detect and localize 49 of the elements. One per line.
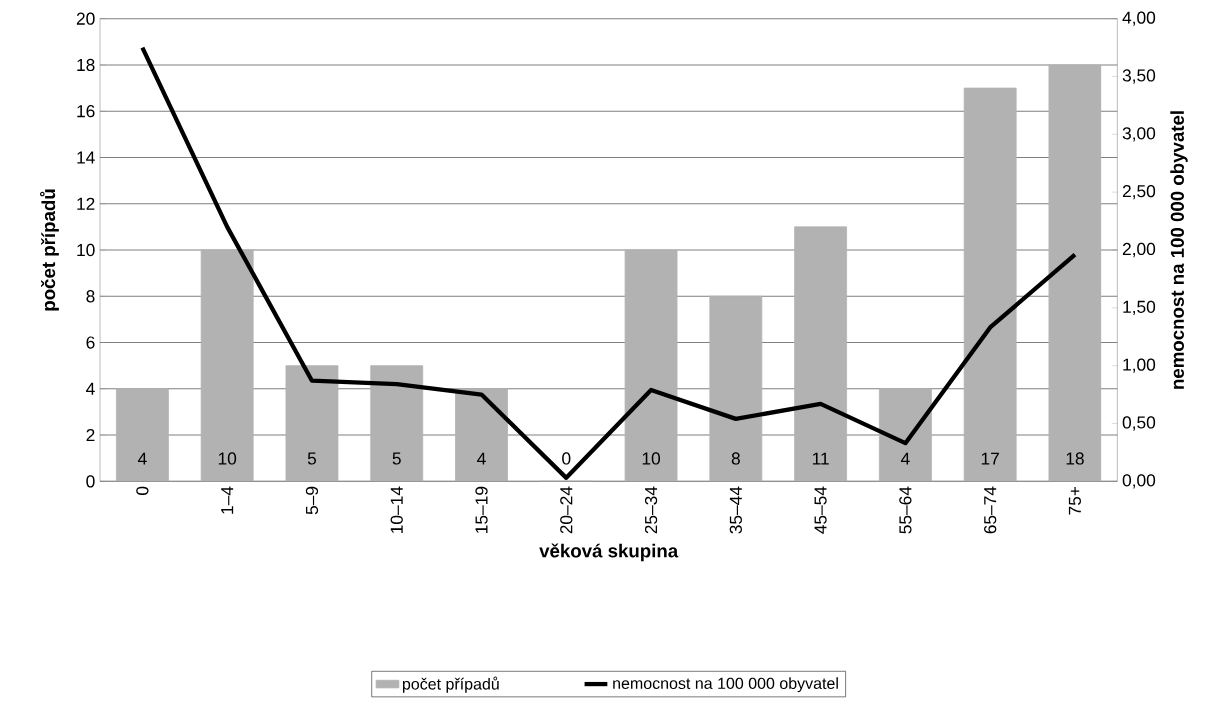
y2-tick-label: 4,00 [1122, 11, 1156, 26]
x-tick-label: 0 [136, 486, 149, 496]
y2-tick-label: 3,50 [1122, 69, 1156, 84]
data-label: 4 [477, 452, 486, 465]
y-tick-label: 10 [77, 244, 95, 257]
y-tick-label: 4 [86, 383, 95, 395]
y2-tick-label: 1,00 [1123, 358, 1156, 373]
x-tick-label: 5–9 [305, 487, 319, 515]
y2-tick-label: 0,00 [1122, 474, 1156, 489]
data-label: 4 [137, 452, 147, 465]
y-tick-label: 14 [77, 151, 95, 164]
data-label: 17 [981, 452, 999, 465]
y2-tick-label: 3,00 [1122, 127, 1156, 142]
y-axis-title: počet případů [40, 189, 59, 311]
data-label: 0 [562, 452, 571, 465]
y2-axis-title: nemocnost na 100 000 obyvatel [1170, 111, 1188, 389]
x-tick-label: 45–54 [814, 486, 827, 535]
x-tick-label: 75+ [1068, 487, 1081, 515]
y2-tick-label: 0,50 [1122, 416, 1156, 431]
x-tick-label: 25–34 [644, 486, 658, 534]
x-tick-label: 55–64 [899, 486, 912, 534]
legend-label: počet případů [402, 676, 499, 694]
data-label: 10 [642, 452, 661, 465]
legend-label: nemocnost na 100 000 obyvatel [613, 677, 838, 693]
y-tick-label: 0 [86, 475, 95, 488]
data-label: 4 [900, 452, 910, 465]
x-tick-label: 10–14 [390, 486, 403, 534]
y-tick-label: 12 [77, 197, 95, 210]
x-tick-label: 15–19 [475, 487, 488, 534]
y-tick-label: 8 [86, 290, 95, 303]
y2-tick-label: 2,50 [1122, 185, 1156, 200]
data-label: 18 [1066, 452, 1084, 465]
y2-tick-label: 2,00 [1122, 243, 1156, 258]
x-tick-label: 35–44 [729, 486, 742, 534]
x-tick-label: 65–74 [984, 486, 997, 534]
data-label: 5 [392, 452, 401, 465]
x-tick-label: 1–4 [221, 486, 234, 514]
y-tick-label: 16 [77, 105, 95, 118]
data-label: 5 [307, 452, 317, 465]
y2-tick-label: 1,50 [1123, 300, 1156, 316]
data-label: 11 [812, 452, 829, 465]
y-tick-label: 20 [76, 12, 95, 25]
x-tick-label: 20–24 [560, 486, 573, 534]
y-tick-label: 18 [77, 58, 95, 72]
data-label: 10 [218, 452, 237, 465]
x-axis-title: věková skupina [539, 543, 679, 562]
y-tick-label: 2 [86, 429, 95, 442]
data-label: 8 [731, 452, 740, 465]
y-tick-label: 6 [86, 336, 95, 349]
